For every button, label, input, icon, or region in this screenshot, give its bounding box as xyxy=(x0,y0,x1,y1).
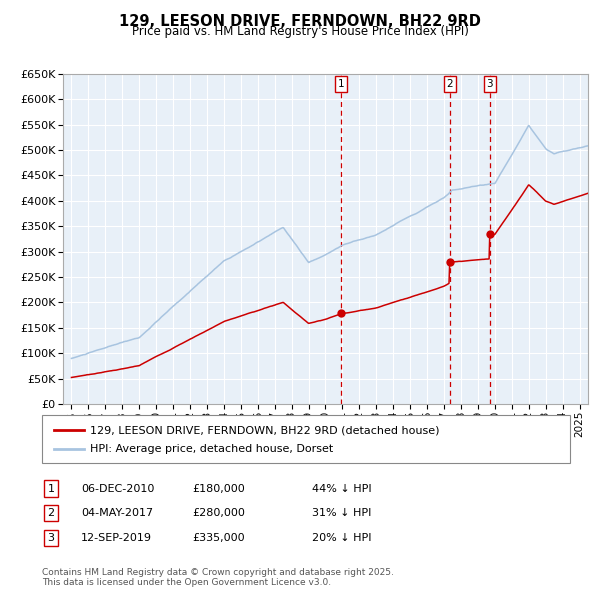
Text: 3: 3 xyxy=(47,533,55,543)
Text: 20% ↓ HPI: 20% ↓ HPI xyxy=(312,533,371,543)
Text: 1: 1 xyxy=(47,484,55,493)
Text: 12-SEP-2019: 12-SEP-2019 xyxy=(81,533,152,543)
Text: 129, LEESON DRIVE, FERNDOWN, BH22 9RD: 129, LEESON DRIVE, FERNDOWN, BH22 9RD xyxy=(119,14,481,29)
Text: 06-DEC-2010: 06-DEC-2010 xyxy=(81,484,154,493)
Text: 44% ↓ HPI: 44% ↓ HPI xyxy=(312,484,371,493)
Text: £180,000: £180,000 xyxy=(192,484,245,493)
Text: 2: 2 xyxy=(446,79,453,89)
Text: Contains HM Land Registry data © Crown copyright and database right 2025.
This d: Contains HM Land Registry data © Crown c… xyxy=(42,568,394,587)
Text: 1: 1 xyxy=(338,79,344,89)
Text: 3: 3 xyxy=(487,79,493,89)
Text: £280,000: £280,000 xyxy=(192,509,245,518)
Text: HPI: Average price, detached house, Dorset: HPI: Average price, detached house, Dors… xyxy=(90,444,333,454)
Text: 129, LEESON DRIVE, FERNDOWN, BH22 9RD (detached house): 129, LEESON DRIVE, FERNDOWN, BH22 9RD (d… xyxy=(90,425,439,435)
Text: Price paid vs. HM Land Registry's House Price Index (HPI): Price paid vs. HM Land Registry's House … xyxy=(131,25,469,38)
Text: 2: 2 xyxy=(47,509,55,518)
Text: £335,000: £335,000 xyxy=(192,533,245,543)
Text: 31% ↓ HPI: 31% ↓ HPI xyxy=(312,509,371,518)
Text: 04-MAY-2017: 04-MAY-2017 xyxy=(81,509,153,518)
